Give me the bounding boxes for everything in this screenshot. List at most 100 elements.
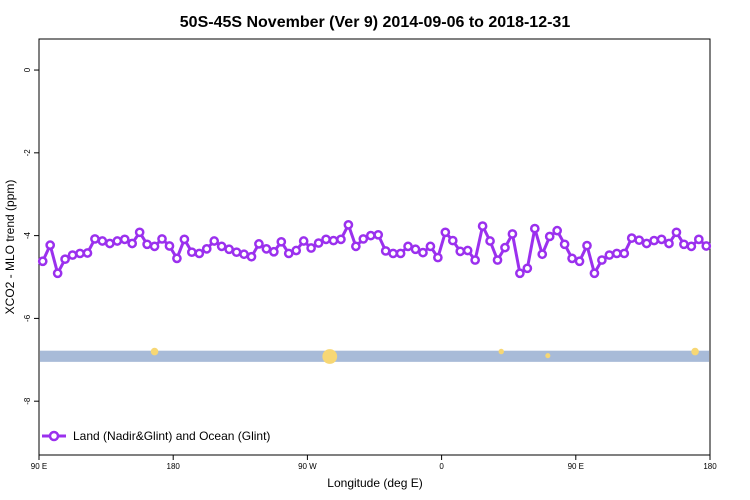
data-point: [45, 240, 56, 250]
data-point: [679, 239, 689, 250]
data-point: [388, 248, 398, 259]
data-point: [75, 248, 85, 259]
data-point: [507, 229, 518, 239]
x-axis: 90 E 180 90 W 0 90 E 180: [31, 455, 717, 471]
legend: Land (Nadir&Glint) and Ocean (Glint): [42, 429, 270, 443]
data-point: [641, 238, 652, 249]
y-tick-label: -4: [23, 232, 32, 240]
y-tick-label: 0: [23, 67, 32, 72]
data-point: [462, 245, 473, 256]
data-point: [186, 247, 197, 258]
data-point: [328, 235, 339, 246]
data-point: [112, 236, 123, 246]
data-point: [649, 235, 659, 246]
data-point: [447, 235, 458, 246]
x-tick-label: 0: [439, 462, 444, 471]
data-point: [686, 241, 697, 252]
data-point: [559, 239, 570, 250]
data-point: [216, 241, 227, 252]
circle-line-marker-icon: [48, 430, 60, 442]
x-tick-label: 90 E: [568, 462, 584, 471]
density-band-rect: [40, 350, 709, 362]
data-density-band: [40, 347, 709, 364]
data-point: [82, 248, 93, 258]
data-point: [90, 234, 100, 244]
data-point: [433, 252, 443, 263]
chart-title: 50S-45S November (Ver 9) 2014-09-06 to 2…: [180, 14, 571, 31]
data-point: [671, 227, 682, 238]
data-point: [276, 236, 287, 247]
y-tick-label: -8: [23, 397, 32, 405]
data-point: [261, 244, 272, 254]
data-point: [537, 249, 548, 260]
x-tick-label: 180: [167, 462, 181, 471]
data-point: [492, 255, 503, 265]
data-point: [306, 243, 316, 253]
data-point: [134, 227, 145, 238]
data-point: [194, 248, 205, 259]
density-marker: [322, 349, 338, 364]
data-point: [60, 254, 70, 265]
data-point: [619, 248, 630, 259]
data-point: [485, 236, 495, 246]
data-point: [380, 246, 391, 256]
data-point: [418, 247, 428, 258]
data-point: [626, 233, 637, 243]
data-point: [104, 238, 115, 249]
data-point: [403, 241, 413, 252]
data-point: [224, 244, 234, 255]
density-marker: [545, 353, 551, 359]
data-point: [351, 241, 361, 252]
x-tick-label: 180: [703, 462, 717, 471]
data-point: [313, 238, 324, 248]
density-marker: [691, 347, 699, 356]
data-point: [410, 244, 421, 255]
data-point: [552, 225, 563, 236]
y-axis-label: XCO2 - MLO trend (ppm): [3, 180, 17, 315]
data-point: [529, 223, 540, 234]
data-point: [589, 268, 600, 279]
density-marker: [150, 347, 159, 356]
series-layer: [37, 220, 712, 279]
x-tick-label: 90 W: [298, 462, 317, 471]
data-point: [373, 229, 384, 240]
y-tick-label: -6: [23, 314, 32, 322]
data-point: [477, 221, 488, 231]
data-point: [149, 241, 160, 252]
data-point: [500, 242, 510, 253]
data-point: [395, 248, 406, 259]
x-axis-label: Longitude (deg E): [327, 476, 422, 490]
data-point: [269, 246, 279, 257]
data-point: [119, 234, 130, 245]
data-point: [582, 240, 592, 251]
data-point: [142, 239, 152, 250]
x-tick-label: 90 E: [31, 462, 47, 471]
data-point: [231, 247, 242, 258]
legend-entry: Land (Nadir&Glint) and Ocean (Glint): [73, 429, 270, 443]
data-point: [321, 234, 331, 245]
data-point: [97, 236, 108, 246]
data-point: [515, 268, 525, 279]
data-point: [664, 238, 674, 249]
data-point: [425, 241, 436, 252]
data-point: [365, 230, 376, 241]
data-point: [37, 256, 48, 267]
data-point: [246, 251, 257, 262]
data-point: [254, 239, 264, 249]
data-point: [179, 234, 190, 245]
data-point: [201, 244, 212, 254]
data-point: [604, 250, 615, 260]
data-point: [544, 231, 555, 242]
data-point: [52, 268, 63, 279]
y-axis: 0 -2 -4 -6 -8: [23, 67, 39, 405]
data-point: [67, 250, 78, 260]
data-point: [567, 253, 577, 264]
data-point: [470, 255, 480, 265]
data-point: [597, 255, 607, 265]
y-tick-label: -2: [23, 149, 32, 157]
data-point: [209, 236, 220, 246]
data-point: [157, 234, 167, 244]
data-point: [611, 248, 622, 259]
data-point: [127, 238, 138, 249]
